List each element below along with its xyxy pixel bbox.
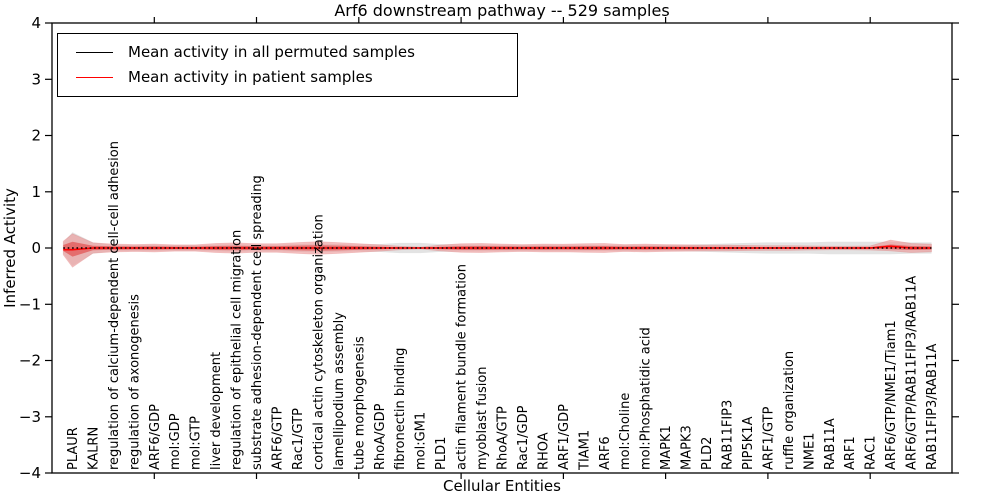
- category-label: fibronectin binding: [393, 348, 408, 470]
- category-label: TIAM1: [577, 430, 592, 471]
- chart-title: Arf6 downstream pathway -- 529 samples: [334, 1, 670, 20]
- category-label: MAPK3: [680, 425, 695, 470]
- x-axis-label: Cellular Entities: [443, 477, 561, 495]
- category-label: Rac1/GTP: [291, 408, 306, 470]
- category-label: ARF6/GTP: [271, 406, 286, 470]
- patient-line-sample: [76, 77, 113, 79]
- patient-band-core: [63, 241, 932, 257]
- category-label: ruffle organization: [782, 351, 797, 470]
- category-label: liver development: [209, 352, 224, 470]
- category-label: ARF6/GTP/NME1/Tiam1: [884, 320, 899, 470]
- category-label: RAB11A: [823, 418, 838, 470]
- category-label: regulation of epithelial cell migration: [230, 230, 245, 470]
- category-label: ARF1/GDP: [557, 404, 572, 470]
- y-tick-label: −2: [19, 352, 41, 370]
- y-tick-label: 2: [31, 127, 41, 145]
- category-label: ARF6/GDP: [148, 404, 163, 470]
- y-tick-label: 4: [31, 14, 41, 32]
- category-label: mol:GTP: [189, 416, 204, 470]
- category-label: mol:GDP: [168, 413, 183, 470]
- permuted-line-sample: [76, 51, 113, 53]
- category-label: RhoA/GTP: [496, 406, 511, 470]
- category-label: ARF6/GTP/RAB11FIP3/RAB11A: [905, 276, 920, 470]
- category-label: PLD1: [434, 437, 449, 470]
- category-label: RAB11FIP3/RAB11A: [925, 343, 940, 470]
- category-label: mol:Choline: [618, 393, 633, 470]
- y-axis-label: Inferred Activity: [1, 188, 19, 308]
- category-label: Rac1/GDP: [516, 405, 531, 470]
- category-label: KALRN: [86, 427, 101, 470]
- category-label: substrate adhesion-dependent cell spread…: [250, 175, 265, 470]
- category-label: NME1: [802, 433, 817, 470]
- legend-label-permuted: Mean activity in all permuted samples: [128, 42, 415, 61]
- category-label: tube morphogenesis: [352, 336, 367, 470]
- category-label: myoblast fusion: [475, 366, 490, 470]
- category-label: RhoA/GDP: [373, 403, 388, 470]
- category-label: PLAUR: [66, 427, 81, 470]
- category-label: mol:GM1: [414, 412, 429, 470]
- category-label: RHOA: [536, 432, 551, 470]
- legend: Mean activity in all permuted samples Me…: [57, 33, 518, 97]
- category-label: RAC1: [864, 435, 879, 470]
- category-label: regulation of axonogenesis: [127, 294, 142, 470]
- category-label: ARF6: [598, 436, 613, 470]
- category-label: ARF1/GTP: [761, 406, 776, 470]
- category-label: RAB11FIP3: [721, 400, 736, 470]
- patient-band: [62, 233, 932, 268]
- y-tick-label: 0: [31, 239, 41, 257]
- category-label: regulation of calcium-dependent cell-cel…: [107, 141, 122, 470]
- legend-row-permuted: Mean activity in all permuted samples: [76, 42, 517, 61]
- category-label: MAPK1: [659, 425, 674, 470]
- category-label: ARF1: [843, 436, 858, 470]
- category-label: mol:Phosphatidic acid: [639, 327, 654, 470]
- category-label: cortical actin cytoskeleton organization: [311, 214, 326, 470]
- category-label: PIP5K1A: [741, 416, 756, 470]
- legend-label-patient: Mean activity in patient samples: [128, 68, 373, 87]
- y-tick-label: −3: [19, 408, 41, 426]
- category-label: PLD2: [700, 437, 715, 470]
- legend-row-patient: Mean activity in patient samples: [76, 70, 517, 85]
- category-label: lamellipodium assembly: [332, 312, 347, 470]
- category-label: actin filament bundle formation: [455, 264, 470, 470]
- y-tick-label: −4: [19, 464, 41, 482]
- y-tick-label: −1: [19, 295, 41, 313]
- y-tick-label: 1: [31, 183, 41, 201]
- y-tick-label: 3: [31, 70, 41, 88]
